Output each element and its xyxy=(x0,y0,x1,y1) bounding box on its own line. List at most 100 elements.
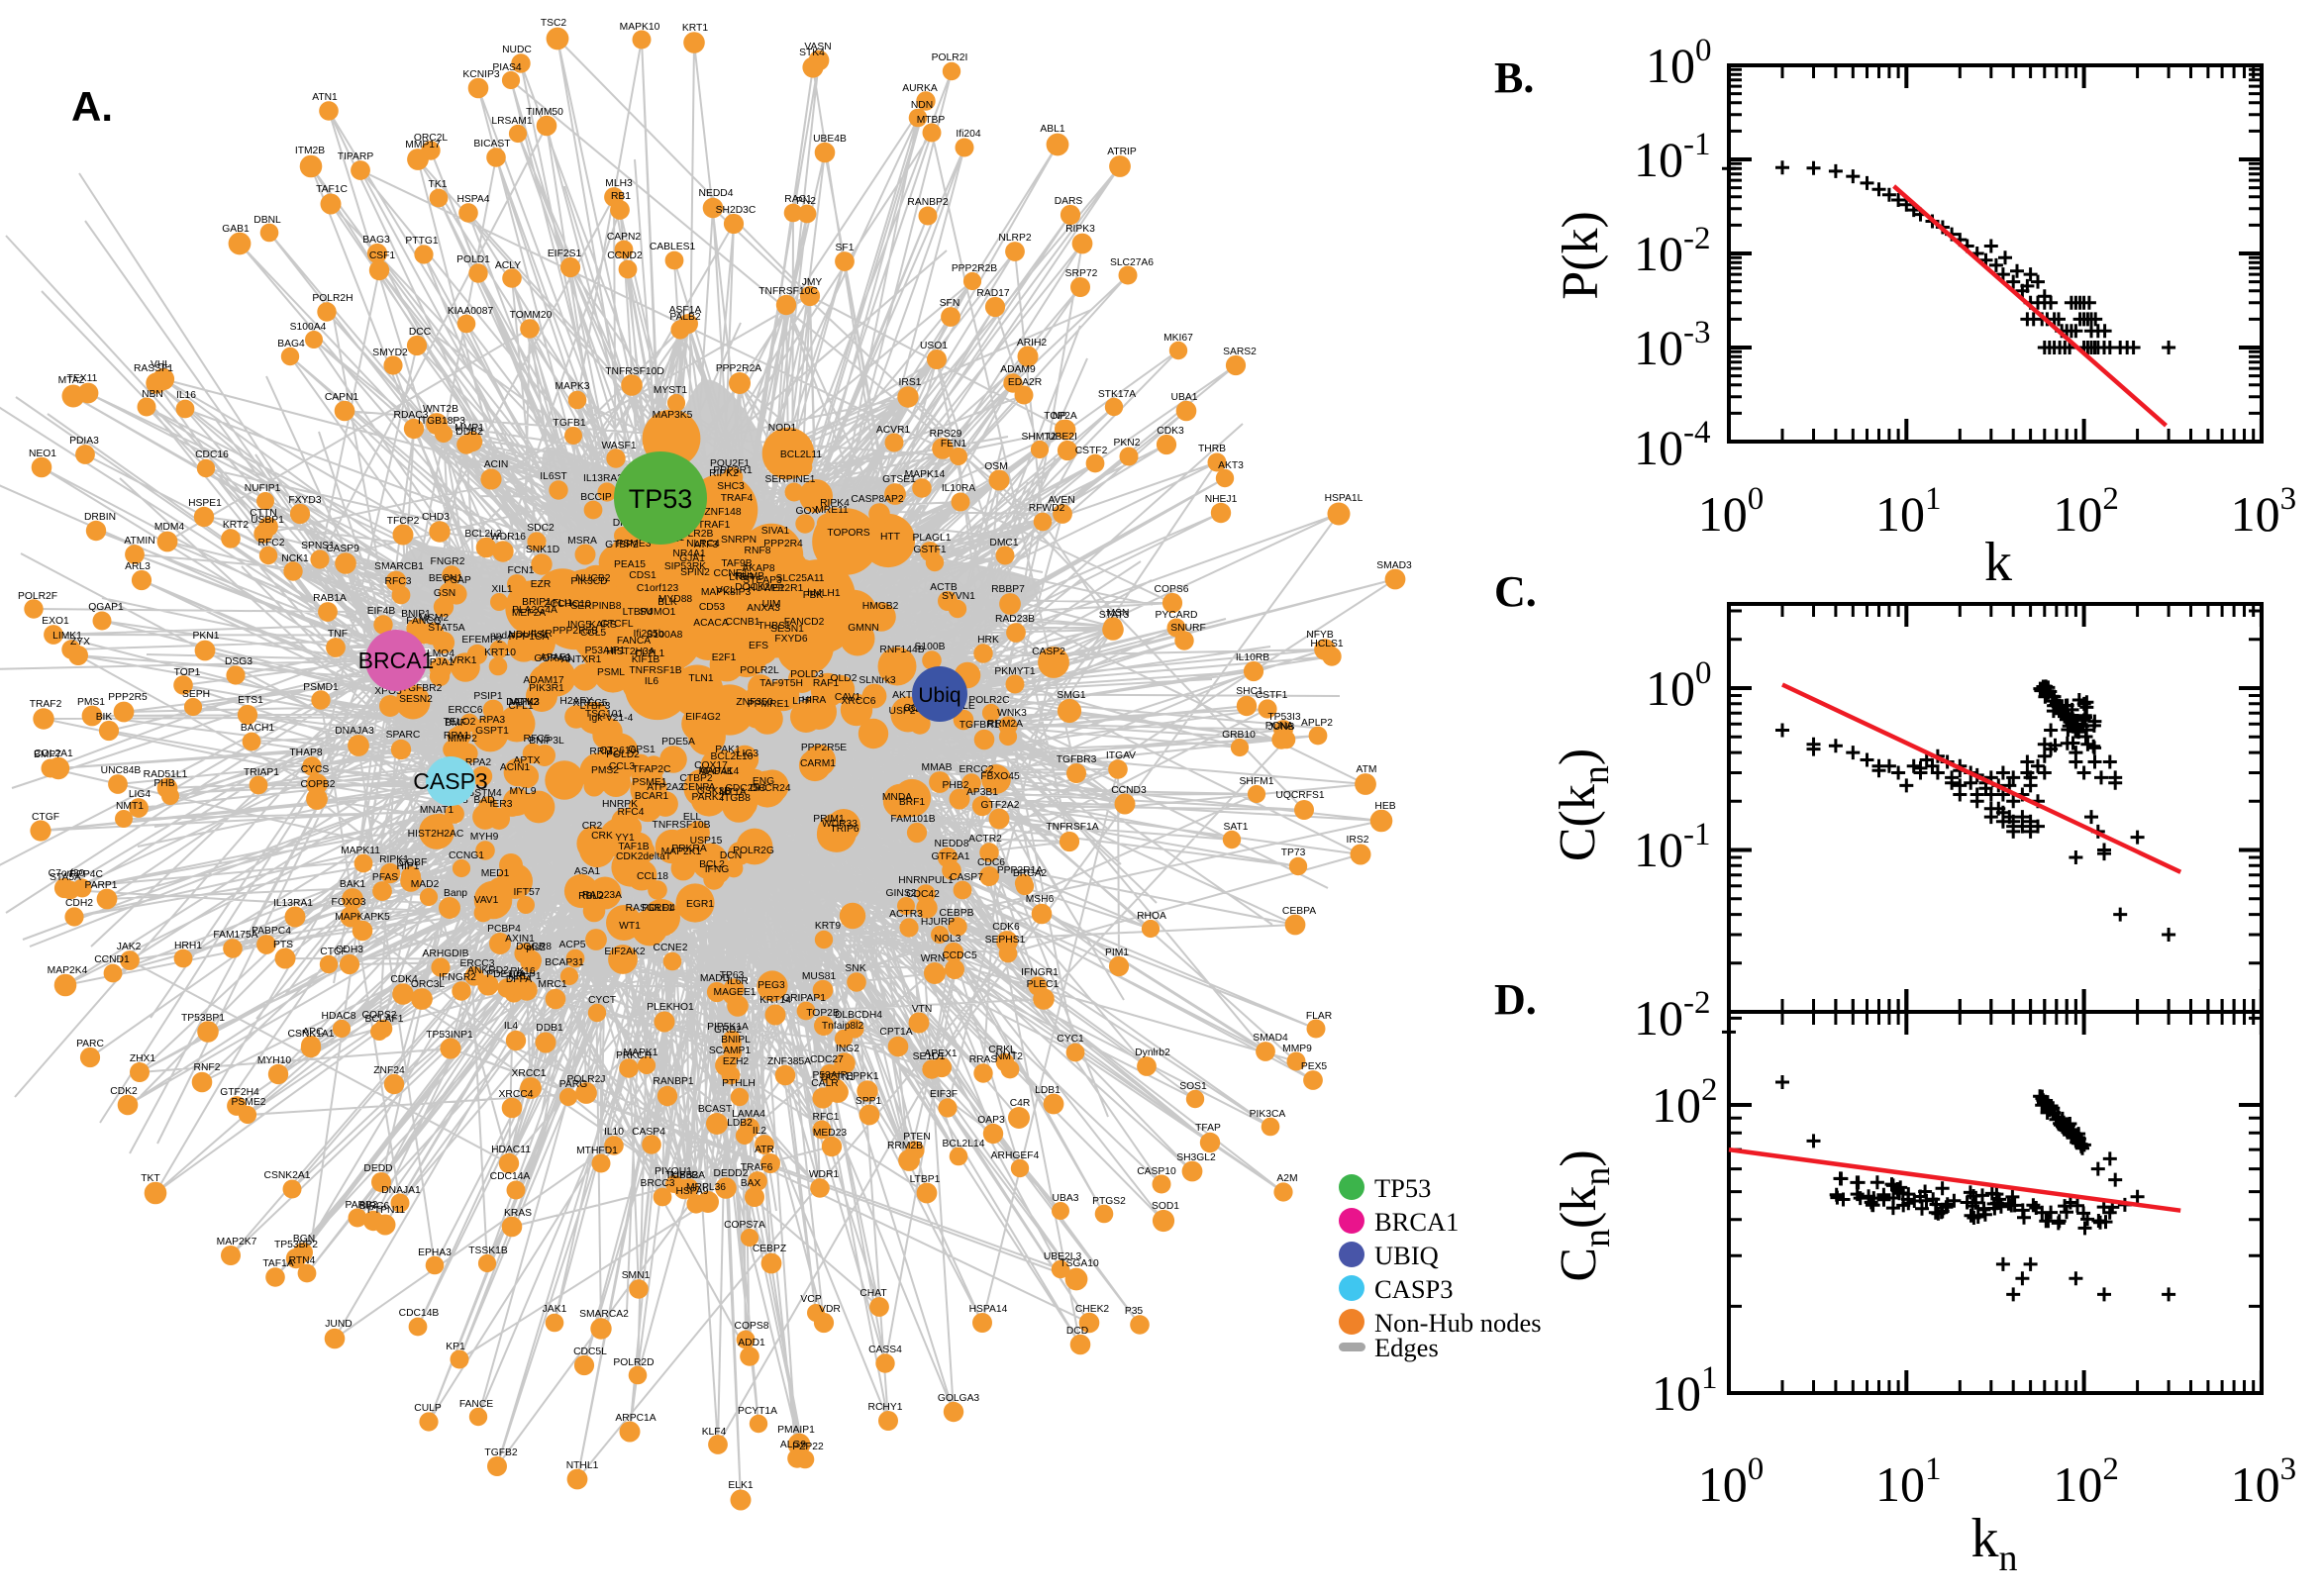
svg-text:MMP17: MMP17 xyxy=(405,140,441,150)
svg-text:MMAB: MMAB xyxy=(922,762,953,773)
svg-text:CDK4: CDK4 xyxy=(390,974,418,985)
svg-text:RAD51L1: RAD51L1 xyxy=(144,769,188,780)
svg-text:UBIQ: UBIQ xyxy=(1374,1241,1439,1270)
svg-text:HRH1: HRH1 xyxy=(174,941,202,951)
svg-text:XIL1: XIL1 xyxy=(491,584,512,595)
svg-text:HIST2H2AC: HIST2H2AC xyxy=(408,829,464,840)
svg-text:MKI67: MKI67 xyxy=(1163,333,1193,344)
svg-text:SPNS1: SPNS1 xyxy=(301,541,335,551)
svg-text:SUMO1: SUMO1 xyxy=(640,607,676,618)
svg-text:EIF2S1: EIF2S1 xyxy=(548,249,582,259)
svg-text:BRCA1: BRCA1 xyxy=(1374,1207,1459,1237)
svg-text:HNRPK: HNRPK xyxy=(602,799,638,810)
svg-text:SESN2: SESN2 xyxy=(399,694,433,705)
svg-text:PFAS: PFAS xyxy=(372,872,398,883)
svg-text:RAD23A: RAD23A xyxy=(582,890,622,901)
svg-text:CTCF: CTCF xyxy=(320,947,347,957)
svg-text:POLR2D: POLR2D xyxy=(613,1357,654,1368)
svg-text:CASP4: CASP4 xyxy=(632,1127,665,1138)
svg-text:APOA1: APOA1 xyxy=(699,766,734,777)
svg-text:VAV1: VAV1 xyxy=(474,895,499,906)
svg-text:100: 100 xyxy=(1646,33,1712,93)
svg-text:PN2: PN2 xyxy=(796,196,816,207)
svg-text:FAM101B: FAM101B xyxy=(890,814,935,825)
svg-text:EDA2R: EDA2R xyxy=(1008,377,1042,388)
svg-text:SYVN1: SYVN1 xyxy=(942,591,975,602)
svg-text:BIK: BIK xyxy=(96,712,113,723)
svg-text:HSPA14: HSPA14 xyxy=(969,1304,1008,1315)
svg-text:POLD3: POLD3 xyxy=(790,669,824,680)
svg-text:CDC14B: CDC14B xyxy=(399,1308,440,1319)
svg-text:ORC3L: ORC3L xyxy=(411,979,446,990)
svg-text:MAP2K1: MAP2K1 xyxy=(661,847,702,857)
svg-text:NDUFS1: NDUFS1 xyxy=(508,630,549,641)
svg-text:BRCC3: BRCC3 xyxy=(641,1178,675,1189)
svg-text:BCL2L10: BCL2L10 xyxy=(711,751,754,762)
svg-text:CASP2: CASP2 xyxy=(1032,647,1065,657)
svg-text:ERCC6: ERCC6 xyxy=(449,705,483,716)
svg-text:CYC1: CYC1 xyxy=(1057,1034,1084,1045)
svg-text:IL6ST: IL6ST xyxy=(540,471,567,482)
svg-text:HNRNPUL1: HNRNPUL1 xyxy=(898,875,954,886)
svg-text:CASP9: CASP9 xyxy=(326,544,359,554)
svg-text:CSF1: CSF1 xyxy=(369,250,396,261)
svg-text:HDAC11: HDAC11 xyxy=(491,1145,531,1155)
svg-text:DHCR24: DHCR24 xyxy=(750,783,790,794)
svg-text:KRT10: KRT10 xyxy=(484,648,516,658)
svg-text:UQCRFS1: UQCRFS1 xyxy=(1275,790,1324,801)
svg-text:DBNL: DBNL xyxy=(253,215,281,226)
svg-text:RB1: RB1 xyxy=(611,191,631,202)
svg-text:XPO5: XPO5 xyxy=(374,686,402,697)
svg-text:JUND: JUND xyxy=(325,1319,352,1330)
svg-text:NRLP1: NRLP1 xyxy=(508,971,541,982)
svg-text:PPP2R5B: PPP2R5B xyxy=(553,626,598,637)
svg-text:KRT2: KRT2 xyxy=(223,520,249,531)
svg-text:MAP4K4: MAP4K4 xyxy=(699,766,740,777)
svg-text:ABL1: ABL1 xyxy=(1040,124,1064,135)
svg-text:PIAS4: PIAS4 xyxy=(492,62,521,73)
svg-text:FLI1: FLI1 xyxy=(553,598,573,609)
svg-text:ZNF385A: ZNF385A xyxy=(767,1056,811,1067)
svg-text:PEA15: PEA15 xyxy=(614,559,646,570)
svg-text:ADAM9: ADAM9 xyxy=(1000,364,1036,375)
svg-text:TRIP6: TRIP6 xyxy=(830,824,858,835)
svg-text:IL13RA2: IL13RA2 xyxy=(583,473,623,484)
svg-text:CASP8AP2: CASP8AP2 xyxy=(851,494,904,505)
svg-text:BAG3: BAG3 xyxy=(362,235,390,246)
svg-text:PKMYT1: PKMYT1 xyxy=(994,666,1035,677)
svg-text:FCN1: FCN1 xyxy=(508,565,535,576)
svg-text:CCND1: CCND1 xyxy=(94,954,130,965)
svg-text:KCNIP3: KCNIP3 xyxy=(462,69,499,80)
svg-text:EGR1: EGR1 xyxy=(686,899,714,910)
svg-text:SAT1: SAT1 xyxy=(1224,822,1249,833)
svg-text:BACH1: BACH1 xyxy=(241,723,275,734)
svg-text:SH3GL2: SH3GL2 xyxy=(1176,1152,1216,1163)
svg-text:CARM1: CARM1 xyxy=(800,758,836,769)
svg-text:DDB2: DDB2 xyxy=(455,427,483,438)
svg-text:TNFRSF10C: TNFRSF10C xyxy=(758,286,818,297)
svg-text:LTBP4: LTBP4 xyxy=(623,607,654,618)
svg-text:PPP3R1: PPP3R1 xyxy=(713,465,753,476)
svg-text:AXIN1: AXIN1 xyxy=(505,934,535,945)
svg-text:DFFA: DFFA xyxy=(506,974,532,985)
svg-text:TIPARP: TIPARP xyxy=(338,151,374,162)
svg-text:CPT1A: CPT1A xyxy=(879,1027,912,1038)
svg-text:MYD88: MYD88 xyxy=(658,594,693,605)
svg-text:PCYT1A: PCYT1A xyxy=(738,1406,777,1417)
svg-text:pfs2: pfs2 xyxy=(526,943,546,953)
svg-text:SNK1D: SNK1D xyxy=(526,545,559,555)
svg-text:SFN: SFN xyxy=(940,298,960,309)
svg-text:ATR: ATR xyxy=(755,1145,774,1155)
svg-text:k: k xyxy=(1984,532,2012,593)
svg-text:Ifi204: Ifi204 xyxy=(956,129,980,140)
svg-text:XRCC4: XRCC4 xyxy=(499,1089,534,1100)
svg-text:UBA1: UBA1 xyxy=(1171,392,1198,403)
svg-text:ZHX1: ZHX1 xyxy=(130,1053,156,1064)
svg-text:SMYD2: SMYD2 xyxy=(372,348,408,358)
svg-text:10-1: 10-1 xyxy=(1634,817,1711,877)
svg-text:WT1: WT1 xyxy=(619,921,641,932)
svg-text:SMARCA2: SMARCA2 xyxy=(579,1309,629,1320)
svg-text:PPP2R4: PPP2R4 xyxy=(763,539,803,549)
svg-text:IL6: IL6 xyxy=(645,676,659,687)
svg-text:CEBPA: CEBPA xyxy=(1282,906,1316,917)
